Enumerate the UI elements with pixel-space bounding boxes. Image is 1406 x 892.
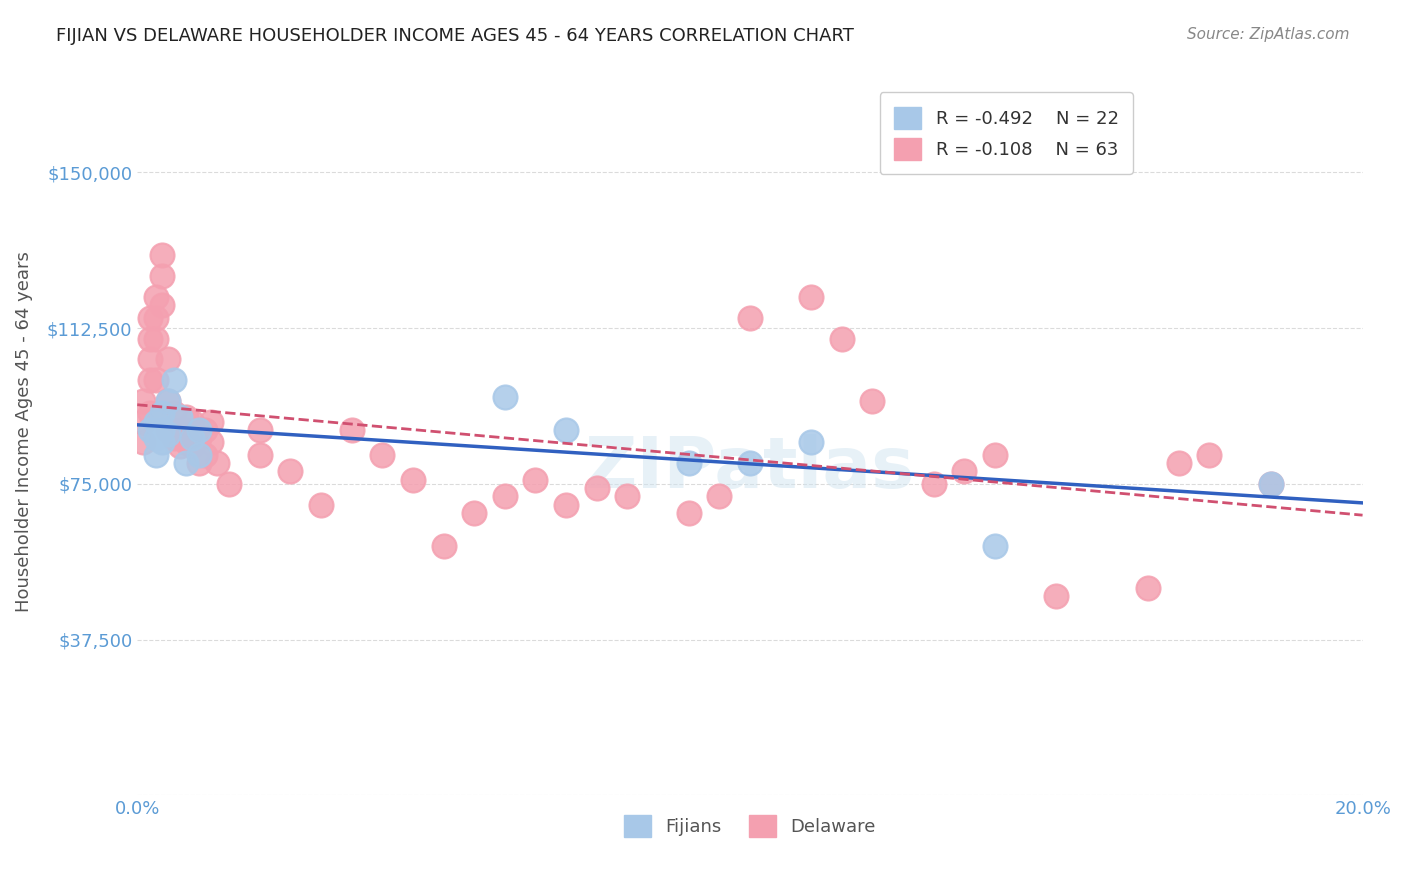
Point <box>132 435 155 450</box>
Point <box>181 415 204 429</box>
Point <box>138 352 160 367</box>
Point <box>1260 476 1282 491</box>
Point <box>145 310 167 325</box>
Point <box>194 423 217 437</box>
Point <box>174 435 197 450</box>
Point <box>738 456 761 470</box>
Point <box>862 393 884 408</box>
Point <box>156 352 179 367</box>
Point <box>150 269 173 284</box>
Point <box>145 415 167 429</box>
Point <box>709 489 731 503</box>
Point <box>1137 581 1160 595</box>
Point <box>150 435 173 450</box>
Point <box>218 476 240 491</box>
Text: Source: ZipAtlas.com: Source: ZipAtlas.com <box>1187 27 1350 42</box>
Point <box>145 290 167 304</box>
Point <box>1260 476 1282 491</box>
Text: FIJIAN VS DELAWARE HOUSEHOLDER INCOME AGES 45 - 64 YEARS CORRELATION CHART: FIJIAN VS DELAWARE HOUSEHOLDER INCOME AG… <box>56 27 853 45</box>
Point <box>494 489 516 503</box>
Point <box>145 448 167 462</box>
Point <box>156 427 179 442</box>
Point <box>181 431 204 445</box>
Point <box>181 440 204 454</box>
Point <box>494 390 516 404</box>
Point <box>984 539 1007 553</box>
Point <box>187 456 209 470</box>
Point <box>187 431 209 445</box>
Point <box>1198 448 1220 462</box>
Point <box>984 448 1007 462</box>
Point <box>200 415 222 429</box>
Point <box>432 539 454 553</box>
Point <box>831 331 853 345</box>
Point <box>280 464 302 478</box>
Point <box>524 473 547 487</box>
Point <box>585 481 607 495</box>
Point <box>138 373 160 387</box>
Point <box>200 435 222 450</box>
Text: ZIPatlas: ZIPatlas <box>585 434 915 503</box>
Point <box>132 393 155 408</box>
Point <box>138 406 160 420</box>
Point <box>145 373 167 387</box>
Point <box>138 310 160 325</box>
Point <box>340 423 363 437</box>
Point <box>163 373 186 387</box>
Point <box>156 393 179 408</box>
Point <box>169 440 191 454</box>
Point <box>555 423 578 437</box>
Point <box>463 506 485 520</box>
Legend: Fijians, Delaware: Fijians, Delaware <box>617 808 883 845</box>
Point <box>309 498 332 512</box>
Point <box>150 406 173 420</box>
Point <box>187 423 209 437</box>
Point <box>150 248 173 262</box>
Point <box>132 415 155 429</box>
Point <box>187 448 209 462</box>
Point <box>205 456 228 470</box>
Point <box>156 393 179 408</box>
Y-axis label: Householder Income Ages 45 - 64 years: Householder Income Ages 45 - 64 years <box>15 252 32 613</box>
Point <box>174 410 197 425</box>
Point <box>616 489 638 503</box>
Point <box>800 290 823 304</box>
Point <box>169 410 191 425</box>
Point <box>738 310 761 325</box>
Point <box>156 423 179 437</box>
Point <box>145 331 167 345</box>
Point <box>163 431 186 445</box>
Point <box>138 423 160 437</box>
Point <box>678 456 700 470</box>
Point <box>194 448 217 462</box>
Point <box>678 506 700 520</box>
Point <box>174 456 197 470</box>
Point <box>953 464 976 478</box>
Point <box>555 498 578 512</box>
Point <box>169 423 191 437</box>
Point <box>150 423 173 437</box>
Point <box>163 406 186 420</box>
Point <box>249 423 271 437</box>
Point <box>371 448 394 462</box>
Point <box>922 476 945 491</box>
Point <box>150 298 173 312</box>
Point <box>402 473 425 487</box>
Point <box>145 431 167 445</box>
Point <box>249 448 271 462</box>
Point <box>1167 456 1189 470</box>
Point <box>1045 589 1067 603</box>
Point <box>800 435 823 450</box>
Point <box>174 423 197 437</box>
Point <box>138 331 160 345</box>
